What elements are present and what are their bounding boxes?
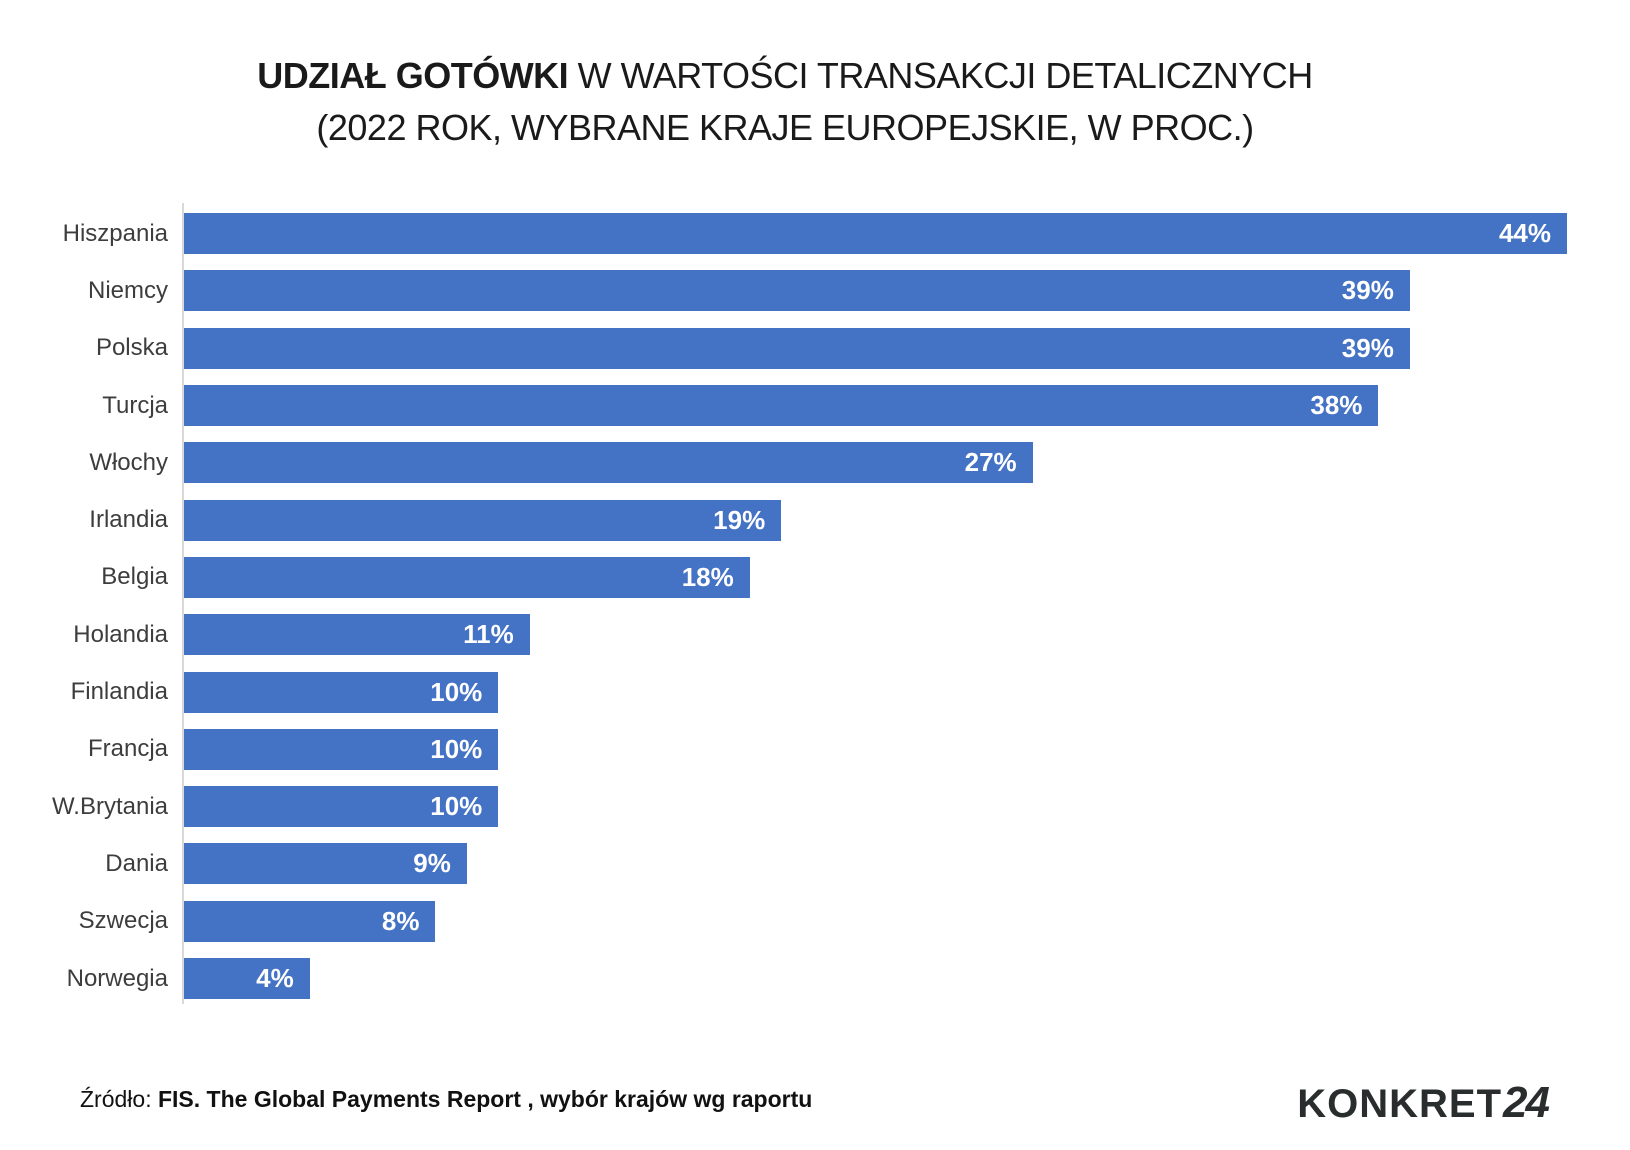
bar-value-label: 8% <box>381 905 420 936</box>
bar: 11% <box>184 614 530 656</box>
bar-row: 11% <box>184 606 1567 663</box>
category-label: Finlandia <box>70 678 168 706</box>
category-label: Niemcy <box>87 276 168 304</box>
category-label: Włochy <box>89 448 168 476</box>
bar-row: 19% <box>184 491 1567 548</box>
bar-row: 9% <box>184 835 1567 892</box>
bar: 18% <box>184 556 750 598</box>
category-label: Polska <box>95 334 168 362</box>
bar-row: 10% <box>184 721 1567 778</box>
category-label: Norwegia <box>66 964 168 992</box>
category-axis-labels: Hiszpania Niemcy Polska Turcja Włochy Irlandi… <box>0 205 168 1007</box>
bar-value-label: 10% <box>430 791 483 822</box>
bar-row: 38% <box>184 377 1567 434</box>
bar: 39% <box>184 270 1410 312</box>
bar-value-label: 39% <box>1341 275 1394 306</box>
bar: 38% <box>184 385 1379 427</box>
chart-title: UDZIAŁ GOTÓWKI W WARTOŚCI TRANSAKCJI DET… <box>0 50 1570 154</box>
bar-value-label: 27% <box>964 447 1017 478</box>
bars-plot-area: 44% 39% 39% 38% 27% 19% 18% 11% 10% 10% 10% 9% 8% 4% <box>184 205 1567 1007</box>
category-label: Szwecja <box>78 907 168 935</box>
chart-title-regular-part: W WARTOŚCI TRANSAKCJI DETALICZNYCH <box>568 55 1314 96</box>
chart-title-bold-part: UDZIAŁ GOTÓWKI <box>257 55 569 96</box>
bar-value-label: 4% <box>256 963 294 993</box>
bar: 9% <box>184 843 467 885</box>
bar-row: 10% <box>184 778 1567 835</box>
category-label: Turcja <box>102 391 168 419</box>
bar-row: 27% <box>184 434 1567 491</box>
bar: 19% <box>184 499 782 541</box>
bar-value-label: 18% <box>681 561 734 592</box>
y-axis-line <box>182 203 184 1004</box>
bar: 27% <box>184 442 1033 484</box>
logo-wordmark: KONKRET <box>1297 1082 1503 1126</box>
bar: 44% <box>184 213 1567 255</box>
source-note: Źródło: FIS. The Global Payments Report … <box>80 1086 812 1113</box>
bar-value-label: 19% <box>713 504 766 535</box>
bar: 10% <box>184 671 499 713</box>
bar-row: 39% <box>184 262 1567 319</box>
category-label: Francja <box>87 735 168 763</box>
chart-title-line1: UDZIAŁ GOTÓWKI W WARTOŚCI TRANSAKCJI DET… <box>0 50 1570 102</box>
bar: 10% <box>184 728 499 770</box>
bar: 4% <box>184 958 310 999</box>
category-label: Belgia <box>101 563 168 591</box>
bar-value-label: 9% <box>413 848 451 879</box>
bar-value-label: 38% <box>1310 390 1363 421</box>
bar-value-label: 11% <box>463 619 514 650</box>
bar: 39% <box>184 327 1410 369</box>
logo-number: 24 <box>1503 1078 1550 1127</box>
category-label: Holandia <box>73 620 168 648</box>
bar-value-label: 44% <box>1498 218 1551 249</box>
source-prefix: Źródło: <box>80 1086 158 1112</box>
category-label: Hiszpania <box>62 219 168 247</box>
bar-value-label: 10% <box>430 733 483 764</box>
bar-row: 18% <box>184 549 1567 606</box>
bar: 10% <box>184 786 499 828</box>
bar-value-label: 39% <box>1341 332 1394 363</box>
bar-row: 4% <box>184 950 1567 1007</box>
konkret24-logo: KONKRET24 <box>1297 1078 1550 1128</box>
category-label: Irlandia <box>89 506 168 534</box>
bar-value-label: 10% <box>430 676 483 707</box>
bar: 8% <box>184 900 436 942</box>
chart-subtitle: (2022 ROK, WYBRANE KRAJE EUROPEJSKIE, W … <box>316 107 1254 148</box>
source-text: FIS. The Global Payments Report , wybór … <box>157 1086 813 1112</box>
bar-row: 8% <box>184 893 1567 950</box>
category-label: Dania <box>105 849 168 877</box>
category-label: W.Brytania <box>51 792 168 820</box>
bar-row: 10% <box>184 663 1567 720</box>
bar-row: 39% <box>184 320 1567 377</box>
bar-row: 44% <box>184 205 1567 262</box>
